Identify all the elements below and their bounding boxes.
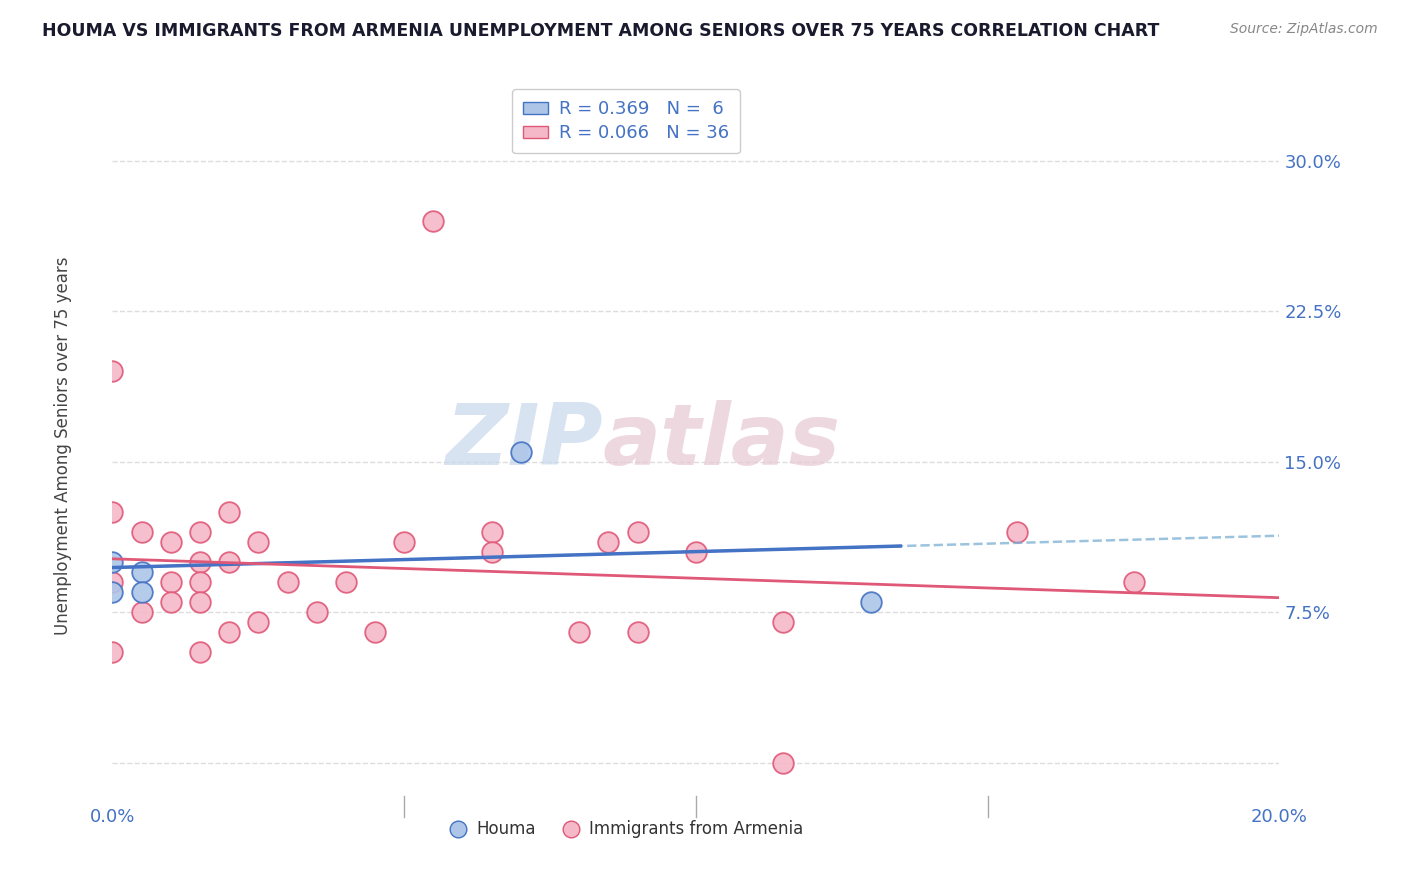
Point	[131, 524, 153, 539]
Point	[101, 575, 124, 590]
Point	[188, 555, 211, 569]
Point	[568, 625, 591, 640]
Point	[1122, 575, 1144, 590]
Point	[188, 524, 211, 539]
Point	[131, 565, 153, 579]
Point	[101, 364, 124, 378]
Point	[481, 524, 503, 539]
Point	[598, 535, 620, 549]
Text: atlas: atlas	[603, 400, 841, 483]
Point	[218, 505, 240, 519]
Point	[188, 595, 211, 609]
Point	[481, 545, 503, 559]
Legend: Houma, Immigrants from Armenia: Houma, Immigrants from Armenia	[441, 814, 810, 845]
Point	[188, 645, 211, 659]
Point	[335, 575, 357, 590]
Point	[772, 615, 794, 630]
Point	[247, 615, 270, 630]
Text: Source: ZipAtlas.com: Source: ZipAtlas.com	[1230, 22, 1378, 37]
Point	[131, 605, 153, 619]
Point	[1005, 524, 1028, 539]
Point	[860, 595, 883, 609]
Point	[276, 575, 298, 590]
Point	[422, 213, 444, 227]
Text: ZIP: ZIP	[444, 400, 603, 483]
Text: HOUMA VS IMMIGRANTS FROM ARMENIA UNEMPLOYMENT AMONG SENIORS OVER 75 YEARS CORREL: HOUMA VS IMMIGRANTS FROM ARMENIA UNEMPLO…	[42, 22, 1160, 40]
Point	[101, 645, 124, 659]
Point	[131, 585, 153, 599]
Point	[627, 524, 650, 539]
Point	[188, 575, 211, 590]
Point	[218, 555, 240, 569]
Point	[685, 545, 707, 559]
Point	[305, 605, 328, 619]
Point	[509, 444, 531, 458]
Point	[394, 535, 416, 549]
Point	[160, 595, 183, 609]
Point	[627, 625, 650, 640]
Point	[218, 625, 240, 640]
Point	[101, 505, 124, 519]
Text: Unemployment Among Seniors over 75 years: Unemployment Among Seniors over 75 years	[55, 257, 72, 635]
Point	[101, 555, 124, 569]
Point	[247, 535, 270, 549]
Point	[160, 535, 183, 549]
Point	[772, 756, 794, 770]
Point	[160, 575, 183, 590]
Point	[101, 585, 124, 599]
Point	[364, 625, 387, 640]
